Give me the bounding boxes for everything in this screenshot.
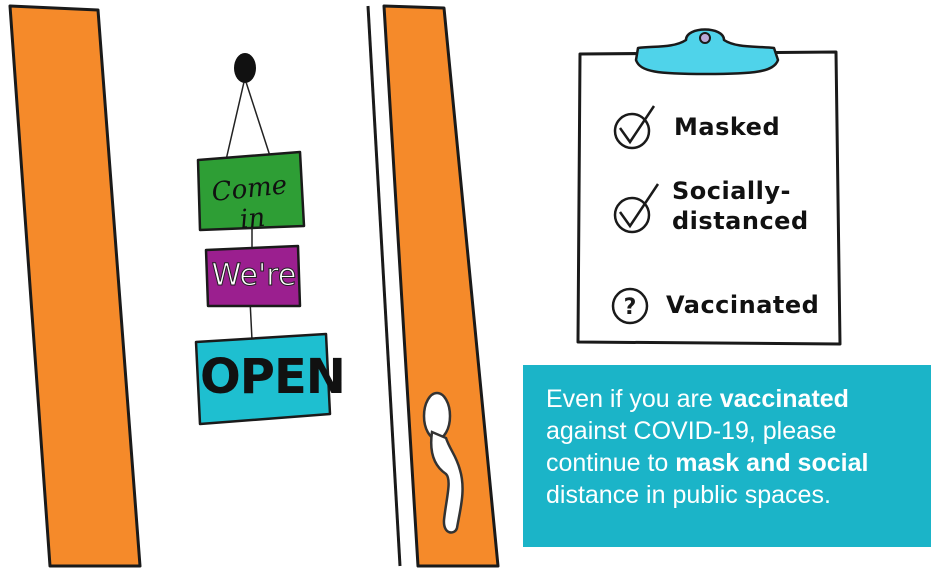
checklist-label-line2: distanced — [672, 207, 809, 235]
message-text-1: Even if you are — [546, 385, 720, 413]
checklist-label: Vaccinated — [666, 291, 820, 319]
checklist-clipboard: ? Masked Socially- distanced Vaccinated — [574, 18, 842, 348]
message-bold-vaccinated: vaccinated — [719, 385, 849, 413]
message-text-2: against COVID-19, please continue to — [546, 417, 837, 477]
left-door-frame — [8, 4, 142, 568]
sign-come-in — [196, 150, 306, 232]
door-handle — [422, 391, 464, 534]
sign-were-text: We're — [211, 258, 297, 294]
checkmark-icon — [613, 183, 660, 234]
checklist-item-vaccinated: Vaccinated — [666, 290, 819, 320]
message-bold-mask: mask and social — [675, 449, 869, 477]
right-door-frame — [382, 4, 500, 568]
sign-were — [204, 244, 302, 308]
clipboard-clip-icon — [634, 28, 780, 76]
sign-hook-icon — [225, 53, 271, 341]
checklist-label: Masked — [674, 113, 781, 141]
vaccination-message-box: Even if you are vaccinated against COVID… — [523, 365, 931, 547]
sign-open — [194, 332, 332, 426]
checklist-item-distanced: Socially- distanced — [672, 176, 809, 236]
sign-come-in-text: Come in — [210, 170, 289, 236]
sign-open-text: OPEN — [200, 349, 346, 405]
question-icon — [611, 287, 649, 325]
clipboard-shape: ? — [576, 28, 842, 346]
checklist-item-masked: Masked — [674, 112, 780, 142]
checklist-label-line1: Socially- — [672, 177, 791, 205]
message-text-3: distance in public spaces. — [546, 481, 831, 509]
checkmark-icon — [613, 105, 656, 150]
right-door-edge-line — [366, 5, 402, 567]
svg-text:?: ? — [624, 295, 637, 320]
